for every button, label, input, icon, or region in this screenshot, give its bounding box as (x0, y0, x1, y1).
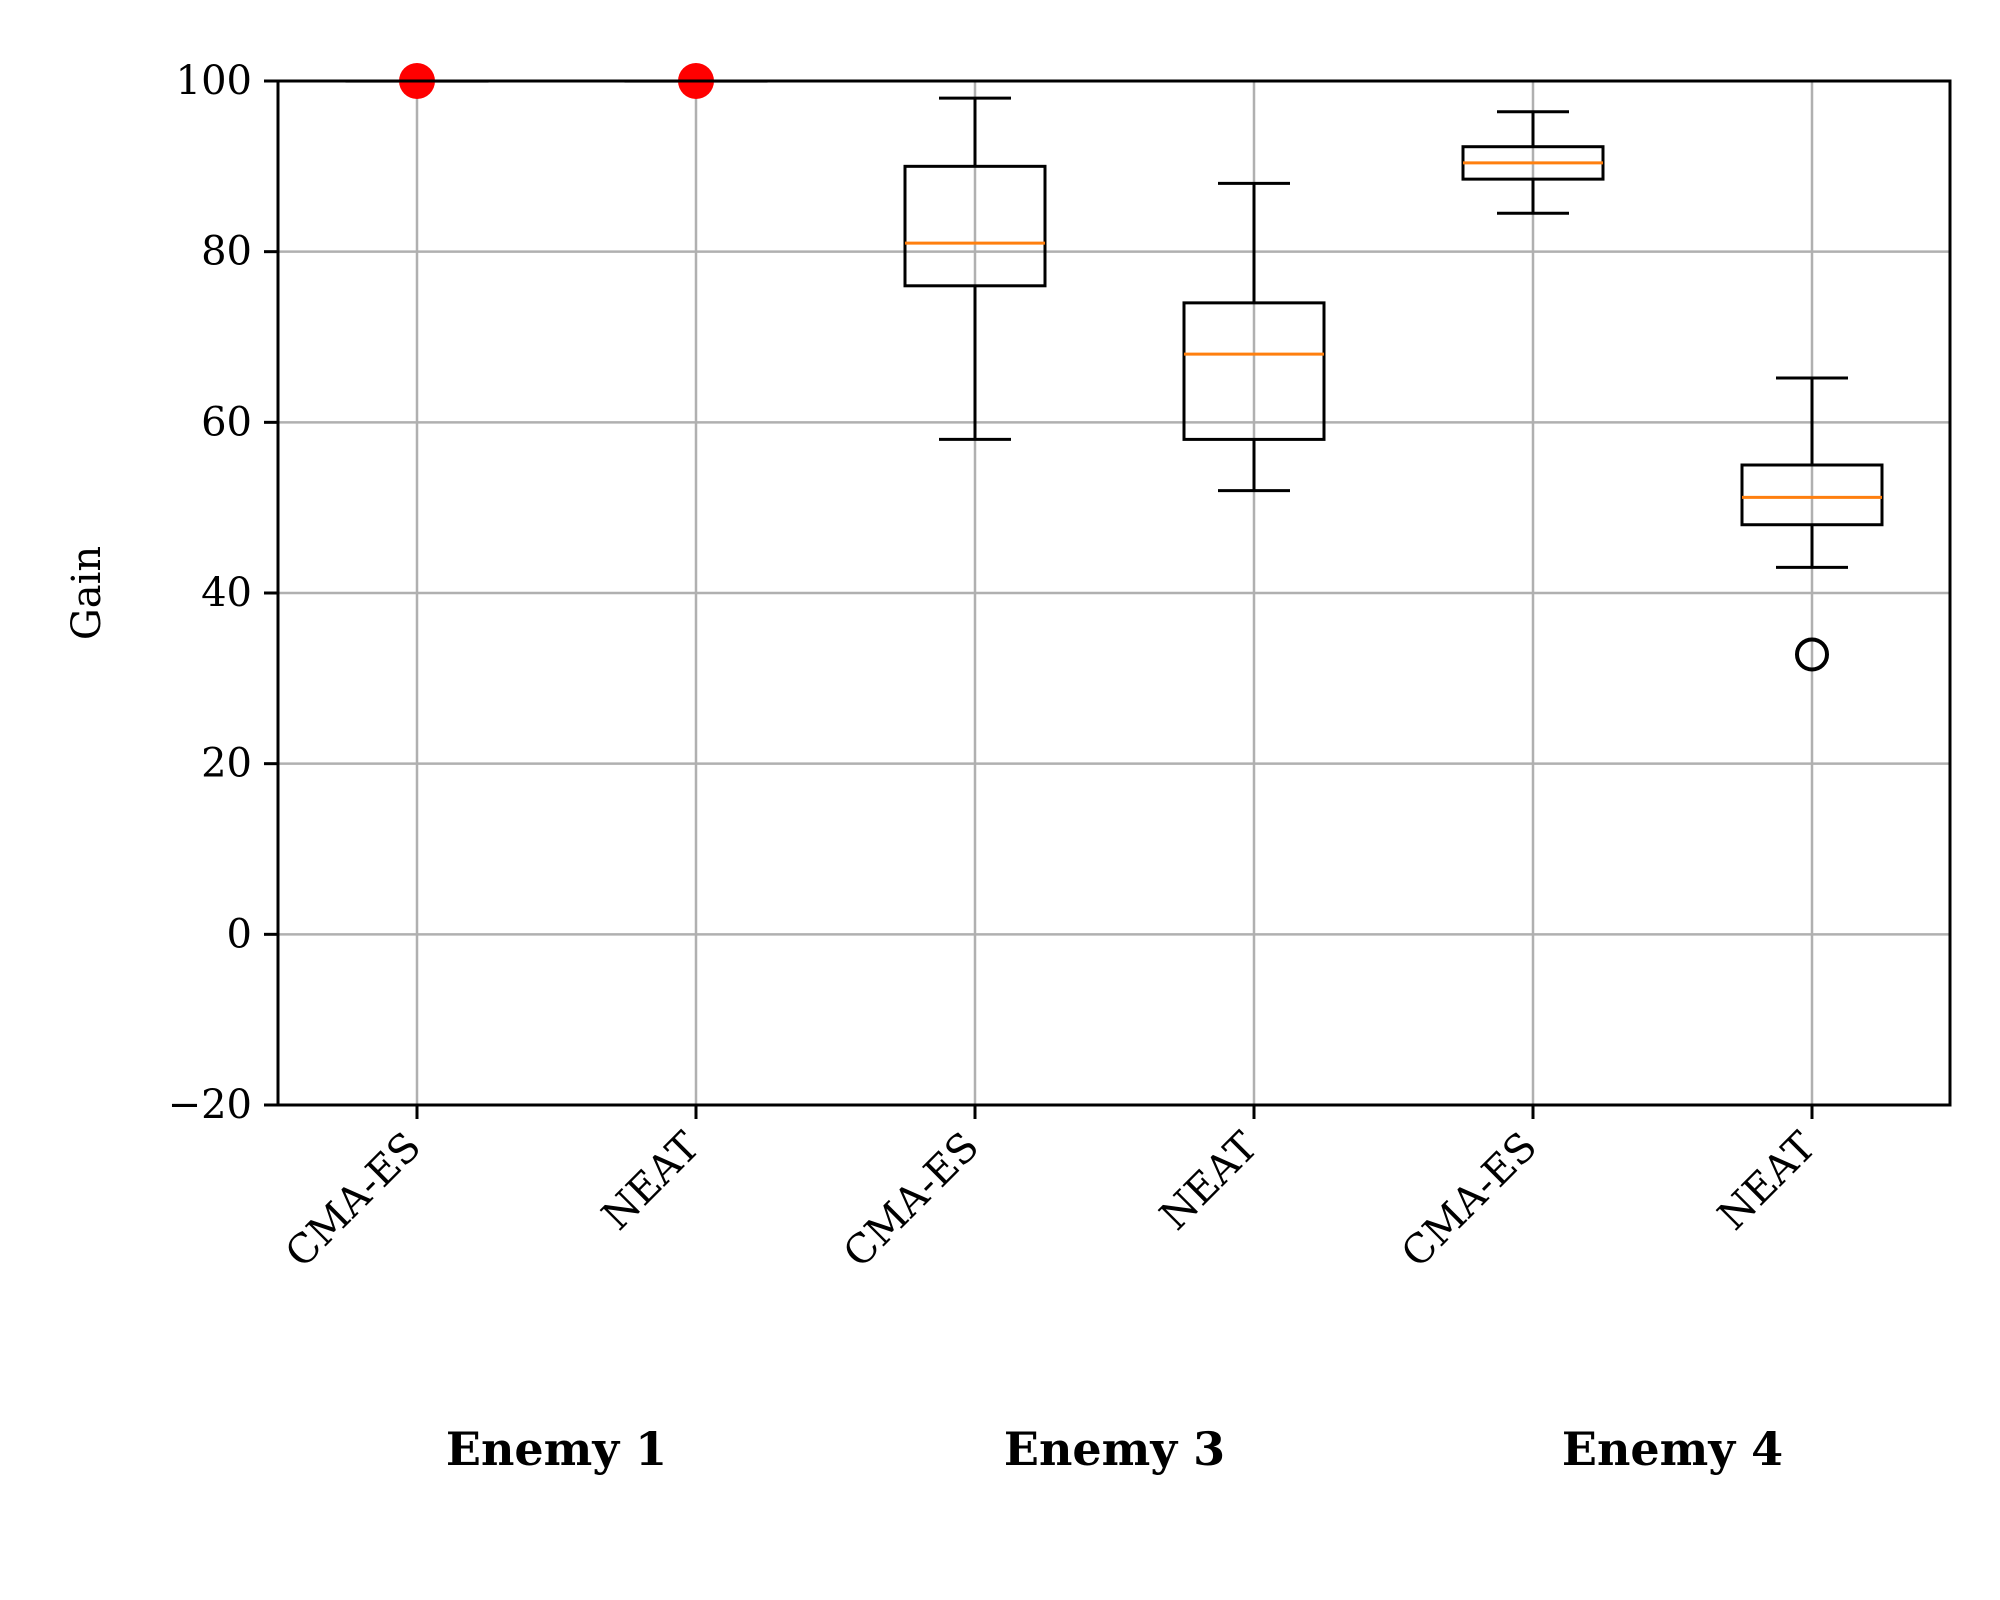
iqr-box (1182, 301, 1326, 441)
y-axis-label: Gain (64, 546, 110, 640)
y-tick-label: 80 (201, 229, 252, 275)
x-tick-label: NEAT (1151, 1123, 1267, 1239)
outlier-point (1795, 637, 1829, 672)
x-tick-label: CMA-ES (1393, 1124, 1546, 1277)
group-label: Enemy 4 (1562, 1422, 1783, 1476)
y-tick-label: 0 (227, 911, 252, 957)
box-3 (903, 96, 1047, 441)
x-tick-label: NEAT (593, 1123, 709, 1239)
box-6 (1740, 376, 1884, 672)
box-4 (1182, 181, 1326, 493)
grid-lines (278, 79, 1950, 1107)
y-tick-label: 20 (201, 741, 252, 787)
y-tick-label: 60 (201, 399, 252, 445)
iqr-box (1740, 463, 1884, 527)
x-tick-label: CMA-ES (277, 1124, 430, 1277)
x-tick-label: NEAT (1709, 1123, 1825, 1239)
group-label: Enemy 1 (446, 1422, 667, 1476)
x-tick-label: CMA-ES (835, 1124, 988, 1277)
box-5 (1461, 110, 1605, 215)
y-tick-label: 40 (201, 570, 252, 616)
box-series (345, 63, 1884, 672)
group-label: Enemy 3 (1004, 1422, 1225, 1476)
y-tick-label: 100 (176, 58, 252, 104)
iqr-box (903, 164, 1047, 288)
y-tick-label: −20 (168, 1082, 252, 1128)
